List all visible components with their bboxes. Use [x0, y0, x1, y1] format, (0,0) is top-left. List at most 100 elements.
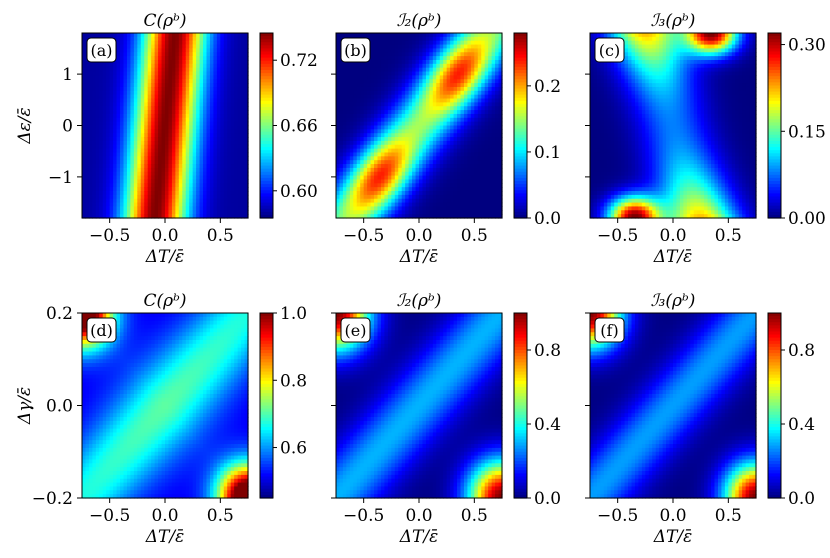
heatmap-cell — [95, 156, 100, 161]
heatmap-cell — [342, 206, 347, 211]
heatmap-cell — [120, 40, 125, 46]
heatmap-cell — [360, 67, 365, 73]
heatmap-cell — [158, 44, 163, 50]
heatmap-cell — [230, 71, 235, 76]
heatmap-cell — [477, 148, 482, 154]
heatmap-cell — [453, 94, 458, 100]
heatmap-cell — [123, 86, 128, 92]
heatmap-cell — [209, 194, 215, 200]
heatmap-cell — [206, 36, 211, 42]
heatmap-cell — [213, 86, 218, 92]
heatmap-cell — [133, 164, 138, 169]
heatmap-cell — [412, 133, 417, 138]
heatmap-cell — [178, 125, 183, 130]
heatmap-cell — [203, 79, 208, 84]
heatmap-cell — [450, 137, 455, 142]
colorbar-segment — [260, 54, 273, 59]
heatmap-cell — [192, 191, 197, 196]
heatmap-cell — [199, 194, 204, 200]
heatmap-cell — [216, 90, 221, 96]
heatmap-cell — [463, 75, 469, 80]
heatmap-cell — [600, 148, 605, 154]
heatmap-cell — [165, 198, 170, 204]
heatmap-cell — [189, 102, 194, 107]
heatmap-cell — [460, 210, 465, 215]
heatmap-cell — [415, 79, 420, 84]
heatmap-cell — [590, 79, 595, 84]
heatmap-cell — [109, 164, 114, 169]
heatmap-cell — [230, 171, 235, 177]
heatmap-cell — [412, 110, 417, 115]
heatmap-cell — [495, 156, 500, 161]
heatmap-cell — [346, 113, 351, 119]
heatmap-cell — [189, 202, 194, 208]
heatmap-cell — [206, 167, 211, 173]
heatmap-cell — [600, 79, 605, 84]
heatmap-cell — [488, 148, 493, 154]
heatmap-cell — [380, 90, 386, 96]
heatmap-cell — [370, 94, 375, 100]
heatmap-cell — [363, 167, 368, 173]
heatmap-cell — [408, 133, 413, 138]
heatmap-cell — [498, 63, 503, 69]
heatmap-cell — [367, 187, 372, 192]
heatmap-cell — [477, 98, 482, 103]
heatmap-cell — [498, 33, 503, 38]
heatmap-cell — [209, 187, 215, 192]
heatmap-cell — [168, 94, 173, 100]
heatmap-cell — [227, 133, 232, 138]
heatmap-cell — [380, 83, 386, 88]
heatmap-cell — [377, 86, 382, 92]
heatmap-cell — [498, 94, 503, 100]
heatmap-cell — [92, 175, 97, 181]
heatmap-cell — [189, 167, 194, 173]
heatmap-cell — [165, 94, 170, 100]
heatmap-cell — [189, 206, 194, 211]
heatmap-cell — [450, 67, 455, 73]
heatmap-cell — [415, 56, 420, 61]
heatmap-cell — [377, 179, 382, 184]
heatmap-cell — [600, 175, 605, 181]
heatmap-cell — [220, 63, 225, 69]
heatmap-cell — [356, 98, 361, 103]
heatmap-cell — [95, 210, 100, 215]
heatmap-cell — [133, 79, 138, 84]
heatmap-cell — [443, 44, 448, 50]
heatmap-cell — [419, 187, 424, 192]
heatmap-cell — [453, 152, 458, 157]
heatmap-cell — [82, 191, 87, 196]
heatmap-cell — [394, 156, 399, 161]
heatmap-cell — [213, 160, 218, 165]
heatmap-cell — [384, 167, 389, 173]
heatmap-cell — [419, 98, 424, 103]
heatmap-cell — [151, 133, 156, 138]
heatmap-cell — [446, 86, 451, 92]
heatmap-cell — [165, 121, 170, 127]
heatmap-cell — [353, 144, 358, 150]
heatmap-cell — [106, 75, 111, 80]
heatmap-cell — [481, 113, 486, 119]
heatmap-cell — [593, 110, 598, 115]
heatmap-cell — [144, 210, 149, 215]
heatmap-cell — [203, 137, 208, 142]
heatmap-cell — [339, 106, 344, 111]
heatmap-cell — [137, 144, 142, 150]
heatmap-cell — [363, 113, 368, 119]
heatmap-cell — [237, 83, 242, 88]
heatmap-cell — [189, 67, 194, 73]
heatmap-cell — [203, 191, 208, 196]
heatmap-cell — [474, 113, 479, 119]
heatmap-cell — [133, 86, 138, 92]
heatmap-cell — [370, 48, 375, 53]
heatmap-cell — [432, 183, 437, 188]
heatmap-cell — [384, 52, 389, 57]
heatmap-cell — [116, 214, 121, 219]
heatmap-cell — [158, 214, 163, 219]
heatmap-cell — [491, 160, 496, 165]
heatmap-cell — [377, 83, 382, 88]
heatmap-cell — [425, 75, 430, 80]
heatmap-cell — [234, 75, 239, 80]
heatmap-cell — [154, 171, 159, 177]
heatmap-cell — [374, 90, 379, 96]
heatmap-cell — [106, 113, 111, 119]
